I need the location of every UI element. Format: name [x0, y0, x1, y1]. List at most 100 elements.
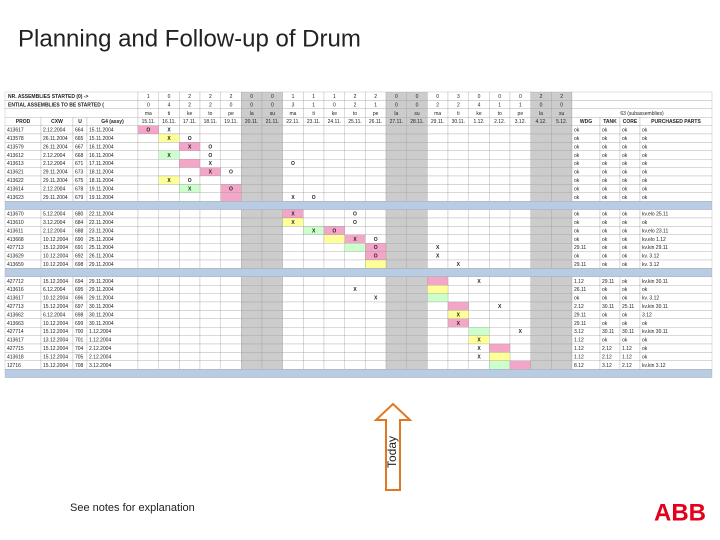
cell-text: pe [228, 111, 234, 117]
cell-text: 29.11.2004 [43, 170, 68, 176]
cell [385, 276, 407, 286]
cell-text: 10.12.2004 [43, 321, 68, 327]
cell [468, 175, 490, 185]
cell-text: 26.11 [574, 287, 586, 293]
cell [261, 133, 283, 143]
cell [530, 234, 552, 244]
cell [282, 133, 304, 143]
cell [261, 159, 283, 168]
cell [530, 150, 552, 160]
cell [220, 301, 242, 311]
cell [303, 352, 325, 361]
cell [158, 310, 180, 319]
group-separator [4, 268, 713, 277]
cell-text: 3.12 [574, 329, 584, 335]
cell [199, 335, 221, 345]
cell-text: X [209, 161, 213, 167]
cell-text: 2 [354, 94, 357, 100]
cell [509, 310, 531, 319]
cell [220, 343, 242, 353]
cell [344, 175, 366, 185]
cell-text: 1 [312, 94, 315, 100]
cell-text: 2 [457, 102, 460, 108]
cell-text: 29.11.2004 [89, 287, 114, 293]
cell-text: X [167, 136, 171, 142]
cell-text: 15.12.2004 [43, 245, 68, 251]
cell-text: 3.12 [602, 363, 612, 369]
cell-text: 413668 [7, 237, 24, 243]
cell-text: 1 [519, 102, 522, 108]
cell-text: 4.12. [535, 119, 546, 125]
cell [551, 142, 573, 151]
cell [282, 167, 304, 177]
cell [303, 150, 325, 160]
cell [344, 276, 366, 286]
cell-text: ok [622, 254, 628, 260]
cell [344, 142, 366, 151]
cell [220, 335, 242, 345]
cell [509, 192, 531, 202]
cell-text: ENTIAL ASSEMBLIES TO BE STARTED ( [8, 102, 104, 108]
cell [551, 192, 573, 202]
cell-text: 3.12.2004 [43, 220, 65, 226]
cell [406, 142, 428, 151]
cell [406, 343, 428, 353]
cell [447, 150, 469, 160]
cell-text: 690 [75, 237, 84, 243]
cell [551, 234, 573, 244]
cell [385, 335, 407, 345]
cell [530, 352, 552, 361]
cell-text: 1.12.2004 [89, 329, 111, 335]
cell [323, 301, 345, 311]
cell [530, 159, 552, 168]
cell [447, 217, 469, 227]
cell [220, 159, 242, 168]
cell-text: ok [574, 136, 580, 142]
cell [509, 243, 531, 252]
cell [639, 318, 713, 328]
cell-text: ok [602, 245, 608, 251]
cell [199, 352, 221, 361]
cell-text: 30.11 [622, 329, 634, 335]
cell-text: 413662 [7, 312, 24, 318]
cell-text: kv. 3.12 [642, 296, 659, 302]
cell-text: 0 [540, 102, 543, 108]
status-cell [344, 243, 366, 252]
cell [447, 184, 469, 193]
cell [406, 293, 428, 303]
cell [365, 360, 387, 370]
cell-text: 2 [188, 102, 191, 108]
cell [158, 318, 180, 328]
cell-text: 25.11.2004 [89, 245, 114, 251]
cell [137, 327, 159, 336]
cell-text: 413621 [7, 170, 24, 176]
cell [261, 243, 283, 252]
cell-text: 1 [147, 94, 150, 100]
cell [344, 335, 366, 345]
cell [303, 251, 325, 261]
cell-text: 2.12 [602, 354, 612, 360]
cell [639, 142, 713, 151]
cell [447, 327, 469, 336]
cell-text: 2.12. [494, 119, 505, 125]
cell [179, 217, 201, 227]
cell-text: ma [290, 111, 297, 117]
cell [385, 327, 407, 336]
cell [344, 327, 366, 336]
cell [158, 335, 180, 345]
cell [639, 167, 713, 177]
cell-text: 1.12 [622, 354, 632, 360]
status-cell [447, 301, 469, 311]
cell-text: 678 [75, 186, 84, 192]
cell [639, 184, 713, 193]
cell-text: O [374, 254, 378, 260]
cell [241, 226, 263, 235]
cell [447, 142, 469, 151]
cell [427, 125, 449, 135]
cell-text: ok [622, 262, 628, 268]
cell [137, 259, 159, 269]
cell-text: ti [168, 111, 171, 117]
cell-text: ok [574, 237, 580, 243]
cell [385, 251, 407, 261]
cell [158, 226, 180, 235]
